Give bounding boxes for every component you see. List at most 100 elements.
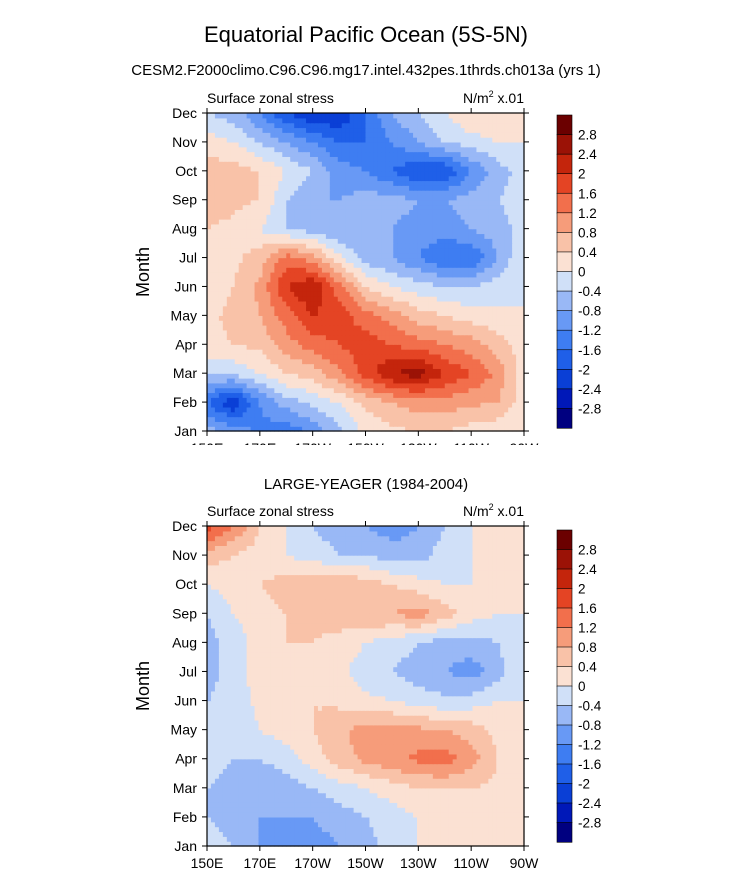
field-cell — [207, 228, 212, 235]
field-cell — [218, 233, 224, 239]
field-cell — [222, 353, 228, 360]
field-cell — [365, 373, 371, 379]
field-cell — [317, 300, 323, 307]
field-cell — [278, 300, 283, 307]
field-cell — [242, 291, 248, 297]
field-cell — [476, 257, 482, 263]
field-cell — [226, 257, 232, 263]
field-cell — [333, 185, 339, 191]
field-cell — [464, 161, 470, 167]
field-cell — [290, 137, 295, 143]
field-cell — [250, 382, 256, 389]
field-cell — [520, 137, 525, 143]
field-cell — [492, 233, 497, 239]
field-cell — [246, 204, 252, 210]
field-cell — [389, 214, 394, 220]
field-cell — [321, 329, 327, 336]
field-cell — [337, 238, 343, 244]
field-cell — [377, 252, 382, 259]
field-cell — [508, 228, 513, 235]
field-cell — [405, 170, 410, 177]
field-cell — [424, 161, 430, 167]
field-cell — [520, 291, 525, 297]
field-cell — [306, 373, 311, 379]
field-cell — [313, 247, 319, 254]
field-cell — [218, 310, 224, 316]
field-cell — [520, 219, 525, 225]
field-cell — [508, 170, 513, 177]
field-cell — [516, 358, 521, 365]
field-cell — [520, 339, 525, 345]
field-cell — [349, 223, 355, 230]
field-cell — [488, 402, 493, 408]
field-cell — [381, 233, 386, 239]
field-cell — [242, 387, 248, 394]
field-cell — [432, 358, 438, 365]
field-cell — [520, 214, 525, 220]
field-cell — [298, 406, 303, 413]
field-cell — [207, 257, 212, 263]
field-cell — [321, 199, 327, 206]
field-cell — [207, 247, 212, 254]
field-cell — [254, 320, 260, 326]
field-cell — [428, 151, 434, 157]
field-cell — [302, 161, 307, 167]
field-cell — [274, 238, 279, 244]
field-cell — [488, 257, 493, 263]
field-cell — [222, 411, 228, 418]
field-cell — [357, 219, 363, 225]
field-cell — [349, 137, 355, 143]
field-cell — [409, 286, 414, 292]
field-cell — [341, 132, 347, 138]
field-cell — [207, 132, 212, 138]
field-cell — [329, 166, 335, 172]
field-cell — [222, 185, 228, 191]
field-cell — [242, 397, 248, 403]
field-cell — [222, 402, 228, 408]
field-cell — [492, 166, 497, 172]
field-cell — [270, 199, 275, 206]
field-cell — [337, 421, 343, 427]
field-cell — [436, 180, 442, 186]
field-cell — [238, 300, 244, 307]
field-cell — [365, 349, 371, 355]
field-cell — [440, 300, 446, 307]
field-cell — [440, 219, 446, 225]
field-cell — [278, 161, 283, 167]
field-cell — [424, 219, 430, 225]
field-cell — [500, 358, 505, 365]
field-cell — [266, 276, 271, 283]
field-cell — [488, 238, 493, 244]
field-cell — [381, 257, 386, 263]
field-cell — [377, 315, 382, 321]
field-cell — [329, 315, 335, 321]
field-cell — [226, 180, 232, 186]
field-cell — [270, 267, 275, 273]
field-cell — [349, 329, 355, 336]
field-cell — [424, 291, 430, 297]
field-cell — [238, 175, 244, 182]
field-cell — [349, 146, 355, 153]
field-cell — [456, 185, 462, 191]
field-cell — [488, 353, 493, 360]
field-cell — [460, 262, 466, 268]
field-cell — [234, 209, 240, 215]
field-cell — [262, 281, 268, 288]
field-cell — [420, 161, 426, 167]
field-cell — [468, 156, 474, 162]
field-cell — [242, 363, 248, 369]
field-cell — [448, 315, 454, 321]
field-cell — [440, 156, 446, 162]
field-cell — [210, 194, 216, 201]
field-cell — [226, 194, 232, 201]
field-cell — [401, 392, 406, 398]
field-cell — [282, 252, 287, 259]
field-cell — [444, 392, 450, 398]
field-cell — [428, 132, 434, 138]
field-cell — [508, 238, 513, 244]
field-cell — [222, 190, 228, 196]
field-cell — [377, 170, 382, 177]
field-cell — [488, 305, 493, 312]
field-cell — [313, 325, 319, 331]
field-cell — [377, 267, 382, 273]
